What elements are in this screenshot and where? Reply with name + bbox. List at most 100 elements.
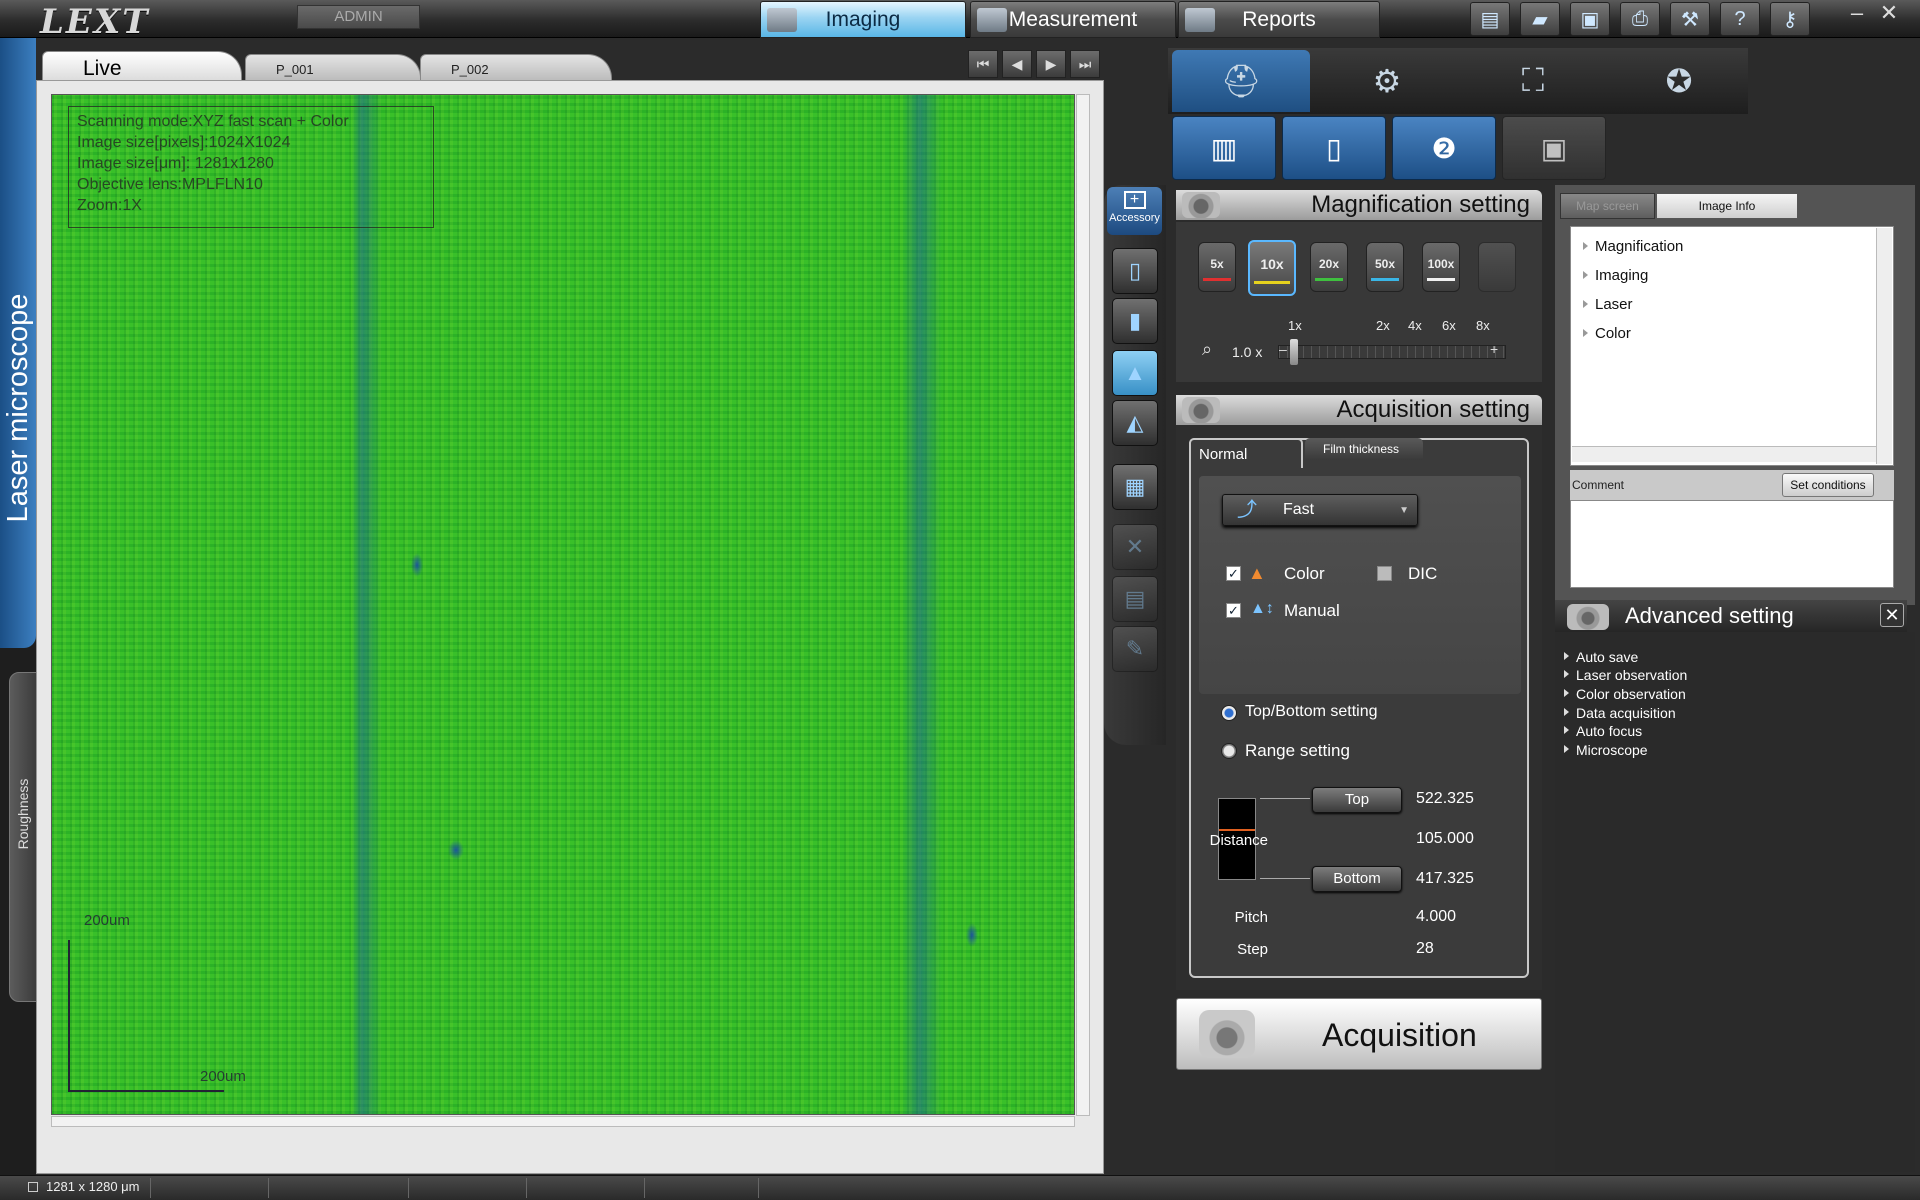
advanced-item-color-observation[interactable]: Color observation: [1564, 686, 1686, 702]
horizontal-scrollbar[interactable]: [51, 1116, 1075, 1127]
last-image-button[interactable]: ⏭: [1070, 50, 1100, 78]
color-label: Color: [1284, 564, 1325, 583]
tab-p001[interactable]: P_001: [245, 54, 421, 82]
color-image-icon[interactable]: ▮: [1112, 298, 1158, 344]
minimize-button[interactable]: –: [1850, 0, 1864, 25]
second-mode-icon[interactable]: ❷: [1392, 116, 1496, 180]
tab-p002[interactable]: P_002: [420, 54, 612, 82]
color-mode-icon[interactable]: ▥: [1172, 116, 1276, 180]
magnification-header: Magnification setting: [1176, 190, 1542, 220]
zoom-plus[interactable]: +: [1490, 341, 1499, 357]
advanced-item-auto-focus[interactable]: Auto focus: [1563, 723, 1643, 739]
batch-process-icon[interactable]: ▦: [1112, 464, 1158, 510]
step-label: Step: [1237, 941, 1268, 958]
stage-tab-icon[interactable]: ⛶: [1521, 62, 1545, 98]
tab-live-label: Live: [83, 57, 122, 80]
calendar-icon[interactable]: ▤: [1470, 2, 1510, 36]
image-info-tree[interactable]: [1570, 226, 1894, 466]
more-modes-icon[interactable]: ▣: [1502, 116, 1606, 180]
tree-item-color[interactable]: Color: [1583, 325, 1631, 342]
tab-roughness-label: Roughness: [15, 778, 31, 850]
advanced-title: Advanced setting: [1625, 603, 1794, 628]
lens-band: [1203, 278, 1231, 281]
laser-image-icon[interactable]: ▯: [1112, 248, 1158, 294]
tab-image-info[interactable]: Image Info: [1656, 193, 1798, 219]
scale-x-label: 200um: [200, 1068, 246, 1085]
top-value: 522.325: [1416, 790, 1474, 807]
tree-item-laser[interactable]: Laser: [1583, 296, 1633, 313]
tab-laser-microscope[interactable]: [0, 38, 36, 648]
save-icon[interactable]: ▣: [1570, 2, 1610, 36]
scan-speed-select[interactable]: ⤴ Fast ▼: [1222, 494, 1418, 526]
advanced-close-button[interactable]: ✕: [1880, 603, 1904, 627]
zoom-slider[interactable]: [1278, 345, 1506, 359]
vertical-scrollbar[interactable]: [1076, 94, 1090, 1116]
range-radio[interactable]: [1221, 743, 1237, 759]
advanced-item-auto-save[interactable]: Auto save: [1563, 649, 1639, 665]
wrench-icon[interactable]: ⚒: [1670, 2, 1710, 36]
close-button[interactable]: ✕: [1879, 0, 1899, 25]
accessory-button[interactable]: + Accessory: [1107, 187, 1162, 235]
tree-scrollbar[interactable]: [1876, 228, 1892, 464]
open-folder-icon[interactable]: ▰: [1520, 2, 1560, 36]
tab-map-screen[interactable]: Map screen: [1560, 193, 1655, 219]
color-checkbox[interactable]: ✓: [1226, 566, 1241, 581]
tree-hscrollbar[interactable]: [1572, 446, 1876, 462]
set-top-button[interactable]: Top: [1312, 787, 1402, 813]
film-icon[interactable]: ▤: [1112, 576, 1158, 622]
lens-5x-button[interactable]: 5x: [1198, 242, 1236, 292]
tab-live[interactable]: Live: [42, 51, 242, 82]
zoom-slider-thumb[interactable]: [1290, 339, 1298, 365]
advanced-item-laser-observation[interactable]: Laser observation: [1563, 667, 1688, 683]
lens-20x-label: 20x: [1318, 257, 1340, 271]
dic-checkbox[interactable]: [1377, 566, 1392, 581]
camera-icon: [1182, 397, 1220, 423]
next-image-button[interactable]: ▶: [1036, 50, 1066, 78]
acquisition-button[interactable]: Acquisition: [1176, 998, 1542, 1070]
tab-normal[interactable]: Normal: [1189, 438, 1303, 468]
info-line: Zoom:1X: [77, 197, 142, 214]
print-icon[interactable]: ⎙: [1620, 2, 1660, 36]
first-image-button[interactable]: ⏮: [968, 50, 998, 78]
height-map-icon[interactable]: ◭: [1112, 400, 1158, 446]
manual-checkbox[interactable]: ✓: [1226, 603, 1241, 618]
status-image-size: 1281 x 1280 μm: [46, 1179, 140, 1194]
live-microscope-image[interactable]: [51, 94, 1075, 1115]
tab-reports[interactable]: Reports: [1178, 1, 1380, 38]
set-bottom-button[interactable]: Bottom: [1312, 866, 1402, 892]
tab-imaging[interactable]: Imaging: [760, 1, 966, 38]
laser-mode-icon[interactable]: ▯: [1282, 116, 1386, 180]
microscope-tab-icon[interactable]: ⛑: [1172, 50, 1310, 112]
help-icon[interactable]: ?: [1720, 2, 1760, 36]
tab-measurement[interactable]: Measurement: [970, 1, 1176, 38]
top-bottom-radio[interactable]: [1221, 705, 1237, 721]
user-badge[interactable]: ADMIN: [297, 5, 420, 29]
range-label: Range setting: [1245, 741, 1350, 760]
set-conditions-button[interactable]: Set conditions: [1782, 473, 1874, 497]
advanced-item-data-acquisition[interactable]: Data acquisition: [1564, 705, 1676, 721]
comment-textarea[interactable]: [1570, 500, 1894, 588]
settings-tab-icon[interactable]: ⚙: [1372, 63, 1402, 99]
lens-20x-button[interactable]: 20x: [1310, 242, 1348, 292]
advanced-item-microscope[interactable]: Microscope: [1564, 742, 1648, 758]
stitch-icon[interactable]: ✕: [1112, 524, 1158, 570]
lens-100x-button[interactable]: 100x: [1422, 242, 1460, 292]
key-icon[interactable]: ⚷: [1770, 2, 1810, 36]
accessory-label: Accessory: [1109, 212, 1160, 224]
status-divider: [644, 1178, 645, 1198]
camera-icon: [1199, 1010, 1255, 1058]
tree-item-magnification[interactable]: Magnification: [1582, 238, 1684, 255]
tree-item-imaging[interactable]: Imaging: [1582, 267, 1649, 284]
zoom-minus[interactable]: –: [1279, 341, 1287, 357]
lens-50x-button[interactable]: 50x: [1366, 242, 1404, 292]
color-cone-icon: ▲: [1248, 563, 1266, 583]
lens-50x-label: 50x: [1374, 257, 1396, 271]
tab-film-thickness[interactable]: Film thickness: [1305, 438, 1423, 460]
system-tab-icon[interactable]: ✪: [1665, 63, 1693, 99]
3d-view-icon[interactable]: ▲: [1112, 350, 1158, 396]
scan-speed-value: Fast: [1283, 501, 1315, 518]
pen-icon[interactable]: ✎: [1112, 626, 1158, 672]
zoom-value-number: 1.0: [1232, 344, 1252, 360]
lens-10x-button[interactable]: 10x: [1248, 240, 1296, 296]
prev-image-button[interactable]: ◀: [1002, 50, 1032, 78]
